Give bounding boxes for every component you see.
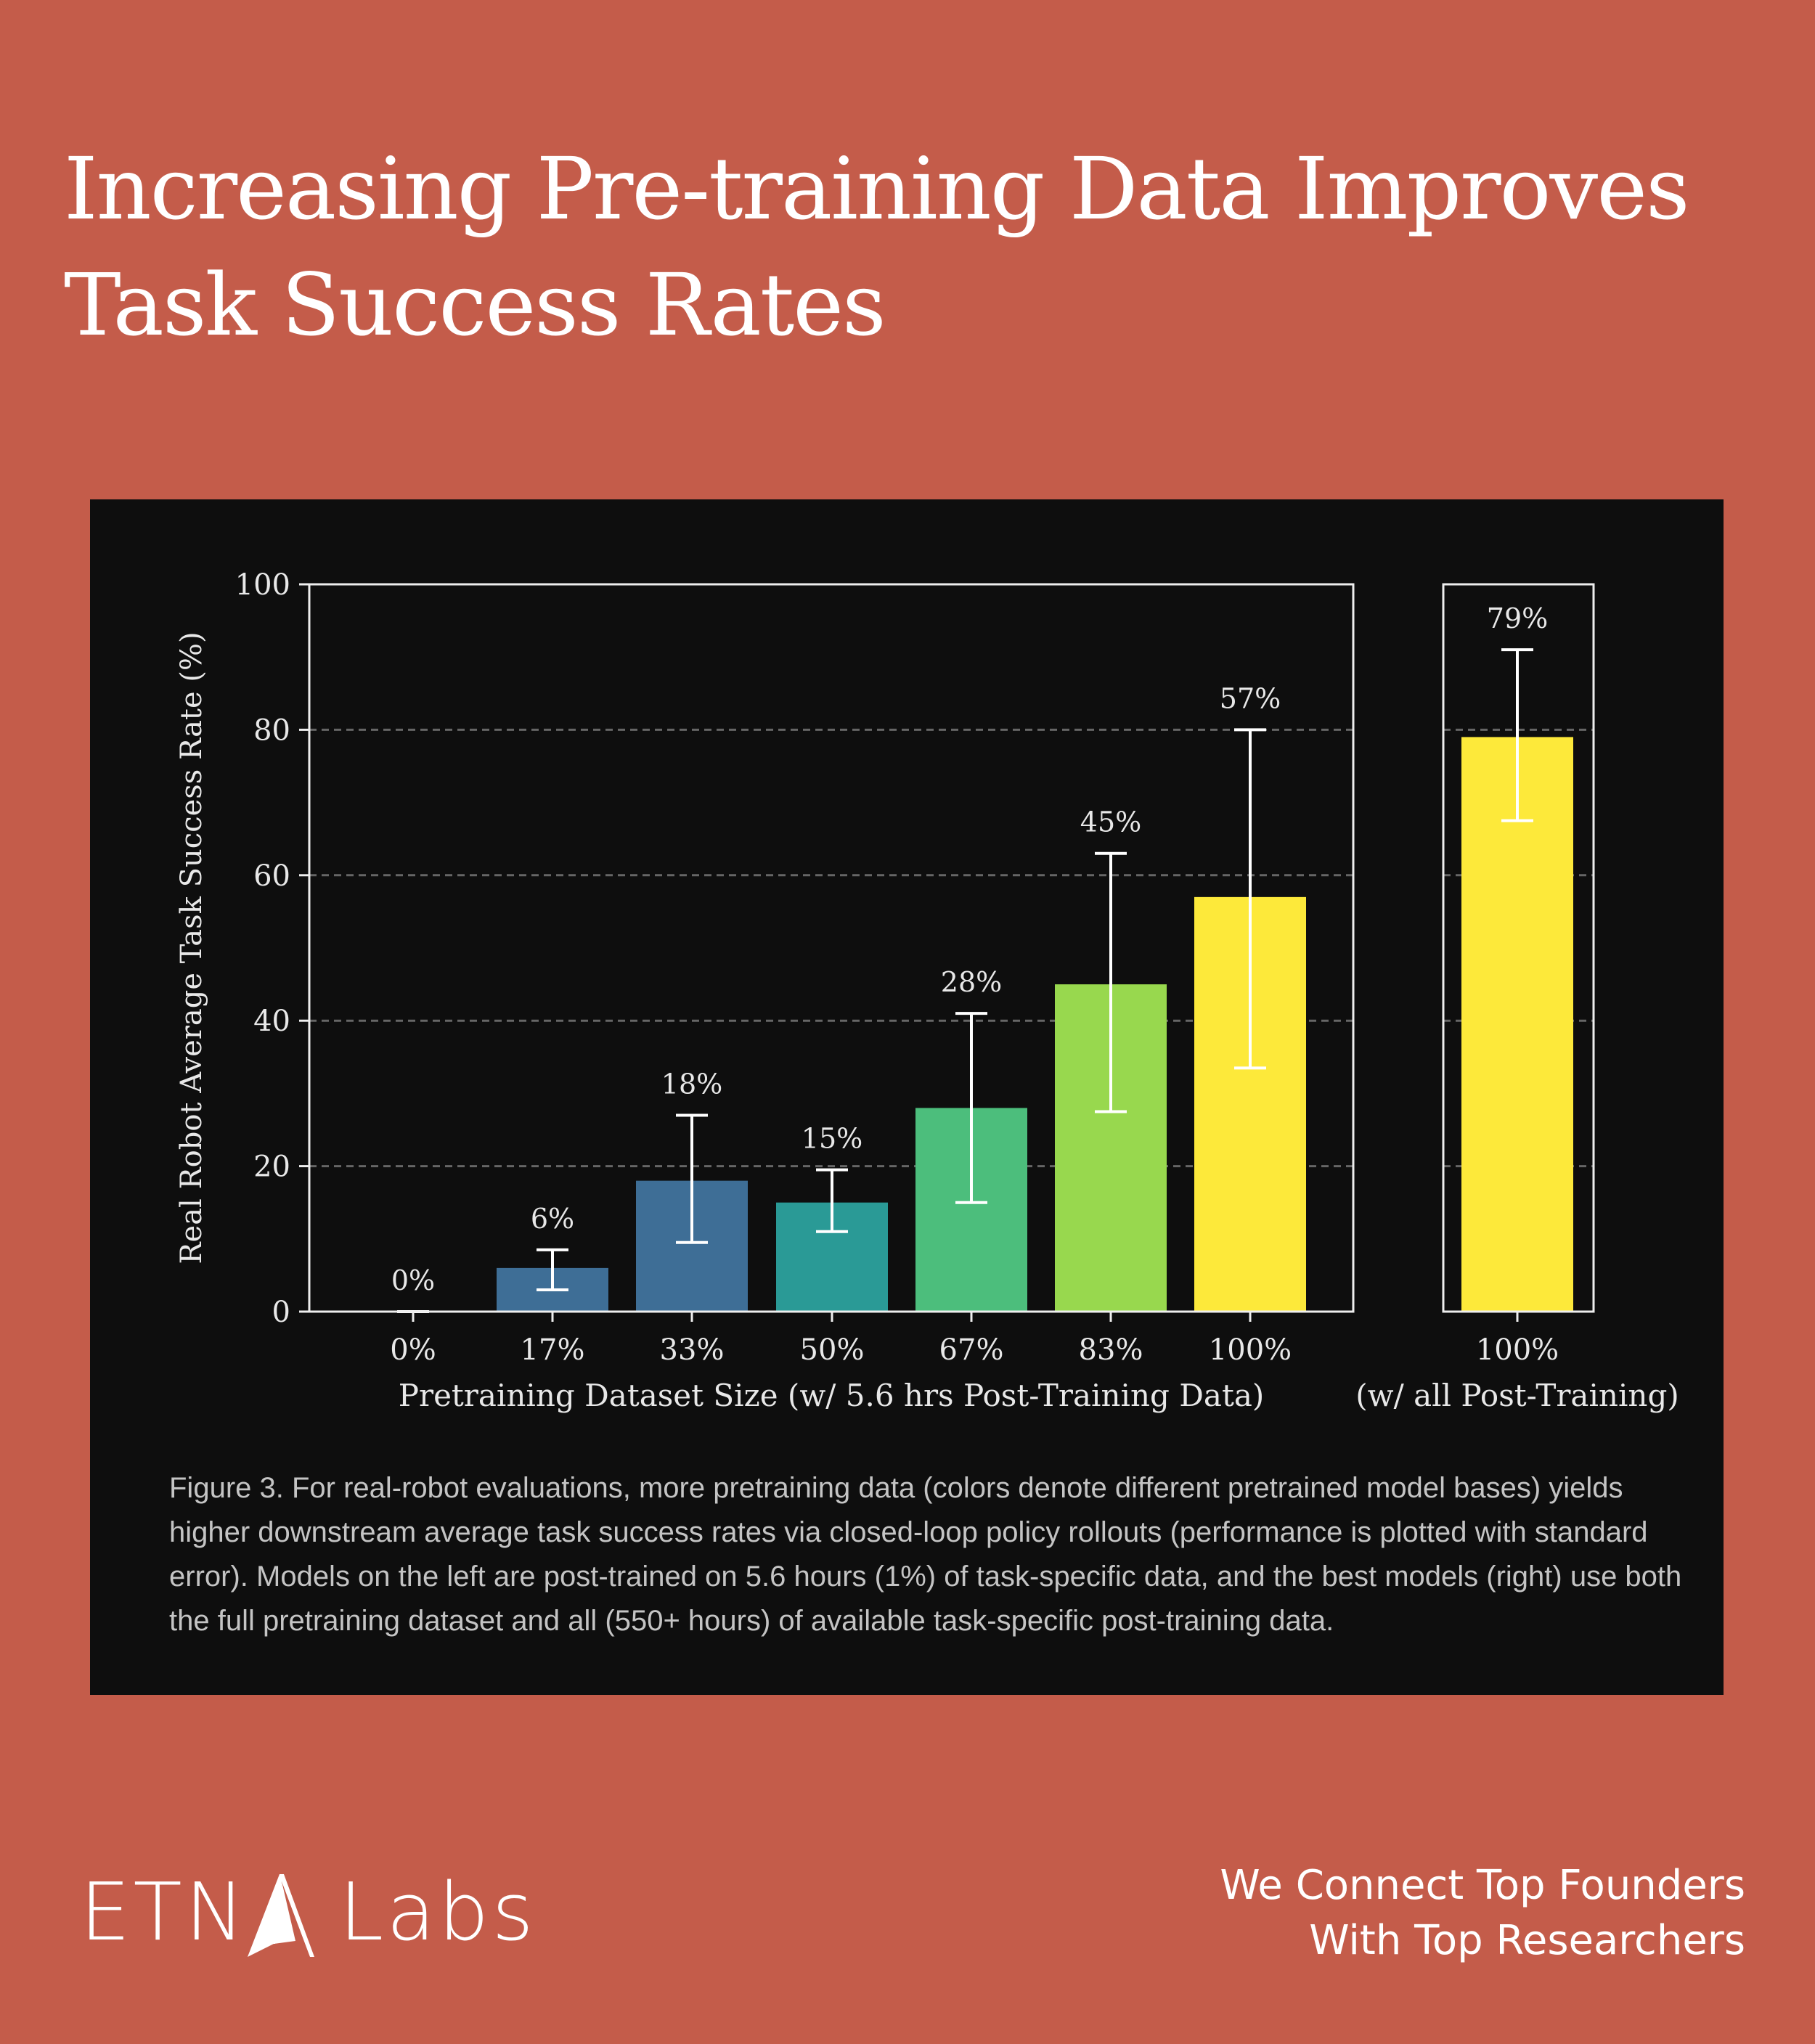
etna-labs-logo: ETN Labs	[80, 1865, 537, 1958]
plot-frame	[1442, 583, 1595, 1313]
data-label: 45%	[1080, 806, 1141, 838]
y-tick-label: 60	[253, 859, 290, 893]
logo-mountain-icon	[247, 1874, 314, 1957]
bar	[1461, 737, 1573, 1312]
data-label: 79%	[1487, 602, 1548, 634]
y-axis-label: Real Robot Average Task Success Rate (%)	[175, 631, 208, 1264]
bar-chart: 0 20 40 60 80 100 Real Robot Average Task Succ…	[175, 568, 1679, 1413]
x-tick-label: 67%	[939, 1333, 1004, 1367]
data-label: 6%	[531, 1203, 574, 1235]
tagline-line-2: With Top Researchers	[1309, 1917, 1745, 1964]
logo-text-right: Labs	[338, 1865, 537, 1958]
figure-panel: 0 20 40 60 80 100 Real Robot Average Task Succ…	[90, 499, 1724, 1695]
logo-text-left: ETN	[80, 1865, 248, 1958]
data-label: 28%	[941, 966, 1002, 998]
tagline: We Connect Top Founders With Top Researc…	[1220, 1858, 1745, 1969]
data-label: 15%	[802, 1123, 862, 1155]
x-tick-label: 83%	[1079, 1333, 1143, 1367]
x-tick-label: 100%	[1209, 1333, 1292, 1367]
data-label: 57%	[1220, 682, 1281, 714]
x-axis-label: Pretraining Dataset Size (w/ 5.6 hrs Pos…	[399, 1378, 1265, 1413]
y-tick-label: 20	[253, 1150, 290, 1184]
y-tick-label: 0	[272, 1296, 290, 1329]
x-tick-label: 50%	[800, 1333, 865, 1367]
plot-frame	[308, 583, 1355, 1313]
figure-caption: Figure 3. For real-robot evaluations, mo…	[169, 1472, 1682, 1637]
y-tick-label: 100	[235, 568, 290, 602]
x-tick-label: 0%	[390, 1333, 436, 1367]
y-tick-label: 40	[253, 1005, 290, 1038]
y-tick-label: 80	[253, 714, 290, 747]
data-label: 18%	[661, 1068, 722, 1100]
page-title: Increasing Pre-training Data Improves Ta…	[64, 139, 1690, 355]
x-tick-label: 100%	[1476, 1333, 1559, 1367]
x-axis-label: (w/ all Post-Training)	[1355, 1378, 1679, 1413]
tagline-line-1: We Connect Top Founders	[1220, 1862, 1745, 1909]
x-tick-label: 17%	[521, 1333, 585, 1367]
data-label: 0%	[391, 1264, 435, 1296]
x-tick-label: 33%	[660, 1333, 725, 1367]
